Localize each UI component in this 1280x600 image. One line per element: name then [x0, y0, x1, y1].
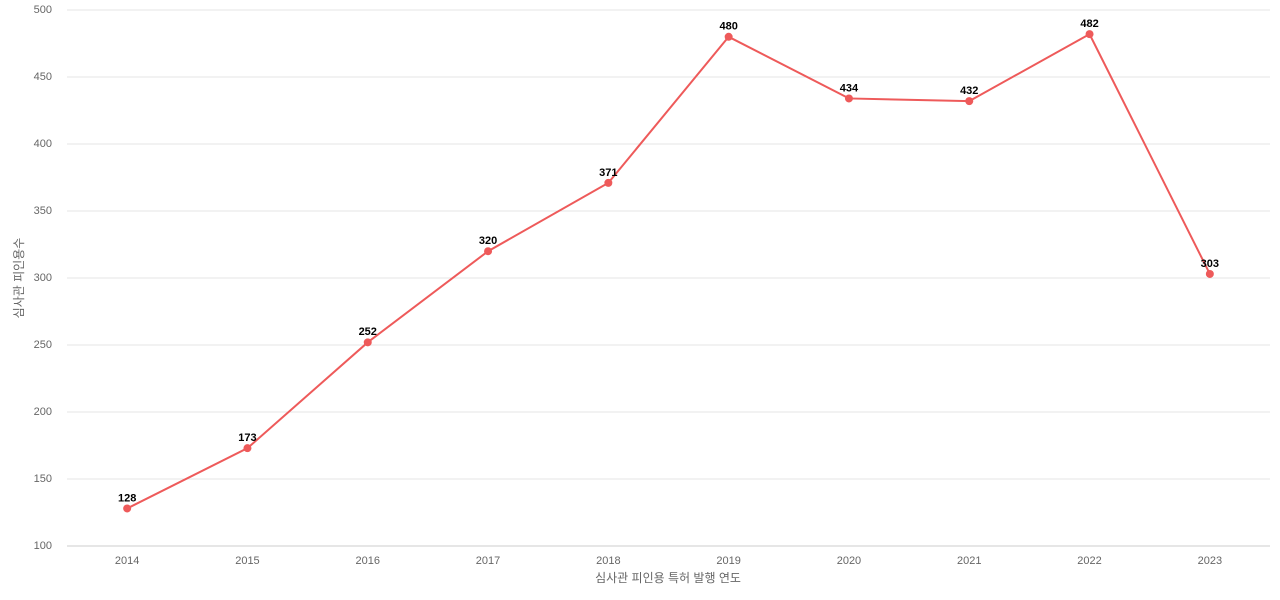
- x-tick-label: 2019: [716, 555, 740, 567]
- data-label: 434: [840, 82, 859, 94]
- data-label: 480: [719, 21, 737, 33]
- x-tick-label: 2023: [1198, 555, 1222, 567]
- x-tick-label: 2016: [356, 555, 380, 567]
- data-point: [363, 338, 372, 347]
- data-point: [1205, 269, 1214, 278]
- data-line: [126, 32, 1211, 510]
- y-tick-label: 400: [34, 138, 52, 150]
- y-tick-label: 450: [34, 71, 52, 83]
- y-tick-label: 250: [34, 339, 52, 351]
- data-label: 128: [118, 492, 136, 504]
- data-label: 482: [1080, 18, 1098, 30]
- y-tick-label: 300: [34, 272, 52, 284]
- x-tick-label: 2021: [957, 555, 981, 567]
- y-tick-label: 500: [34, 4, 52, 16]
- x-tick-label: 2018: [596, 555, 620, 567]
- data-point: [123, 504, 132, 513]
- data-point: [484, 247, 493, 256]
- data-label: 173: [238, 432, 256, 444]
- y-tick-label: 100: [34, 540, 52, 552]
- x-axis-title: 심사관 피인용 특허 발행 연도: [595, 570, 741, 585]
- x-tick-label: 2022: [1077, 555, 1101, 567]
- data-point: [243, 444, 252, 453]
- data-point: [1085, 30, 1094, 39]
- y-axis-title: 심사관 피인용수: [12, 238, 26, 319]
- x-tick-label: 2020: [837, 555, 861, 567]
- data-point: [724, 32, 733, 41]
- data-point: [604, 178, 613, 187]
- data-label: 320: [479, 235, 497, 247]
- data-label: 371: [599, 167, 617, 179]
- x-tick-label: 2017: [476, 555, 500, 567]
- data-point: [965, 97, 974, 106]
- x-tick-label: 2014: [115, 555, 139, 567]
- y-tick-label: 200: [34, 406, 52, 418]
- x-tick-label: 2015: [235, 555, 259, 567]
- data-label: 303: [1201, 258, 1219, 270]
- data-point: [844, 94, 853, 103]
- y-tick-label: 150: [34, 473, 52, 485]
- data-label: 252: [359, 326, 377, 338]
- data-label: 432: [960, 85, 978, 97]
- y-tick-label: 350: [34, 205, 52, 217]
